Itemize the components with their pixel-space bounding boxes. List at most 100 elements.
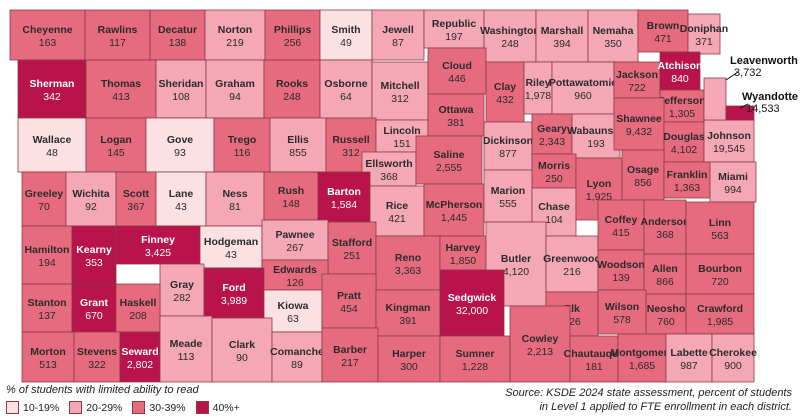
county-value: 48	[46, 147, 58, 159]
county-shape	[17, 117, 87, 173]
county-value: 421	[388, 213, 406, 225]
county-value: 367	[127, 201, 145, 213]
county-shape	[663, 161, 711, 199]
county-name: Cowley	[522, 333, 559, 345]
county-value: 994	[724, 184, 742, 196]
county-name: McPherson	[426, 199, 483, 211]
county-value: 251	[343, 250, 361, 262]
county-shape	[84, 9, 151, 61]
county-name: Rush	[278, 185, 304, 197]
county-shape	[617, 333, 667, 383]
county-shape	[427, 93, 485, 137]
county-value: 722	[628, 82, 646, 94]
county-name: Ness	[222, 188, 247, 200]
county-name: Doniphan	[680, 23, 728, 35]
county-name: Barber	[333, 344, 367, 356]
county-shape	[685, 293, 755, 335]
legend-label: 30-39%	[149, 401, 186, 414]
county-value: 219	[226, 37, 244, 49]
county-name: Jewell	[382, 24, 414, 36]
county-shape	[423, 183, 485, 237]
county-value: 64	[340, 91, 352, 103]
county-shape	[613, 61, 661, 99]
county-value: 3,732	[734, 67, 762, 79]
county-shape	[85, 59, 157, 119]
county-value: 353	[85, 257, 103, 269]
county-value: 513	[39, 359, 57, 371]
county-value: 145	[107, 147, 125, 159]
county-shape	[523, 61, 553, 115]
county-name: Stafford	[332, 237, 372, 249]
county-value: 81	[229, 201, 241, 213]
county-value: 312	[391, 93, 409, 105]
county-shape	[203, 267, 265, 319]
county-shape	[637, 9, 689, 53]
county-value: 113	[178, 351, 195, 363]
county-name: Osage	[627, 164, 659, 176]
county-name: Stanton	[27, 297, 66, 309]
county-value: 855	[289, 147, 307, 159]
county-name: Marion	[491, 185, 525, 197]
county-value: 381	[447, 117, 465, 129]
county-name: Shawnee	[616, 113, 662, 125]
county-value: 578	[613, 314, 631, 326]
county-name: Clay	[494, 81, 516, 93]
county-value: 117	[109, 37, 126, 49]
source-note: Source: KSDE 2024 state assessment, perc…	[372, 386, 792, 414]
county-value: 49	[340, 37, 352, 49]
county-value: 4,120	[503, 266, 529, 278]
county-shape	[115, 225, 201, 265]
county-value: 760	[657, 316, 675, 328]
county-value: 93	[174, 147, 186, 159]
county-name: Labette	[670, 347, 708, 359]
county-shape	[145, 117, 215, 173]
county-name: Montgomery	[611, 347, 674, 359]
county-value: 90	[236, 352, 248, 364]
county-name: Barton	[327, 186, 361, 198]
county-value: 63	[287, 313, 299, 325]
county-shape	[375, 289, 441, 337]
county-name: Lyon	[587, 178, 612, 190]
county-value: 193	[587, 138, 605, 150]
county-value: 2,555	[436, 162, 462, 174]
county-value: 840	[671, 73, 689, 85]
county-value: 87	[392, 37, 404, 49]
county-name: Trego	[228, 134, 257, 146]
county-name: Grant	[80, 297, 109, 309]
county-value: 282	[173, 292, 191, 304]
county-name: Finney	[141, 234, 175, 246]
county-name: Gove	[167, 134, 193, 146]
county-shape	[485, 61, 525, 123]
county-value: 1,985	[707, 316, 733, 328]
county-shape	[321, 327, 379, 383]
county-name: Wilson	[605, 301, 639, 313]
